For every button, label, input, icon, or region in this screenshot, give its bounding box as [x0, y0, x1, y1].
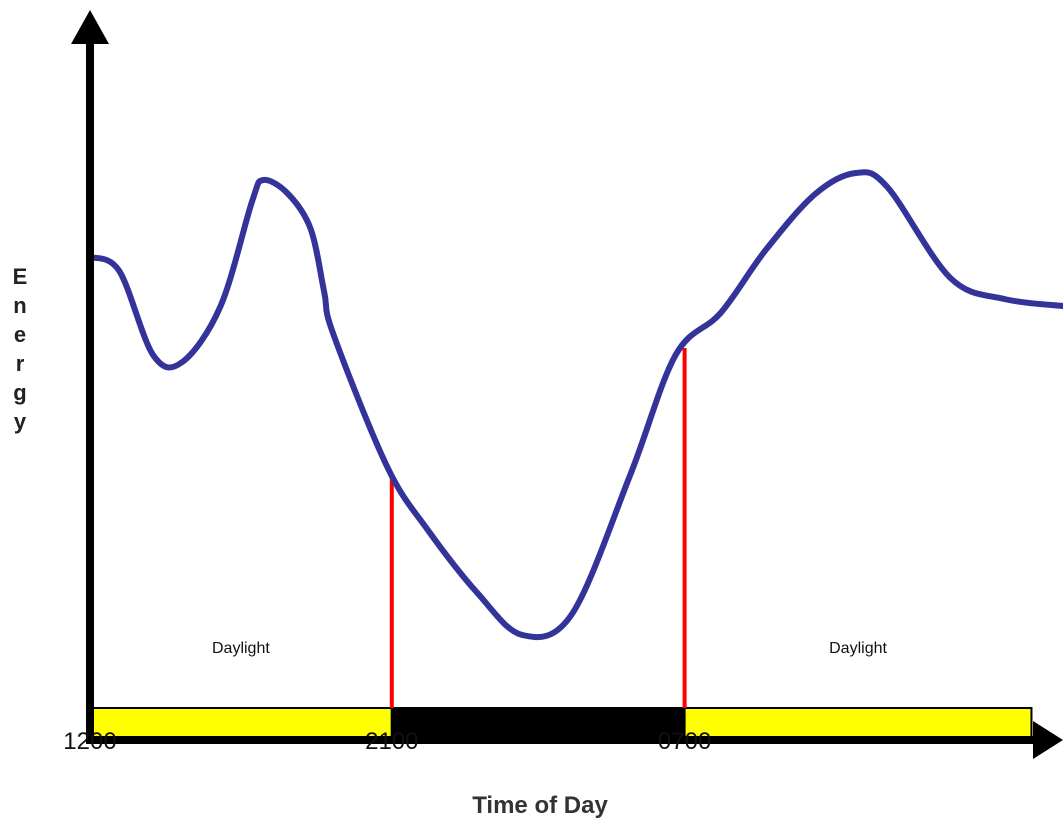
y-axis-label-letter: g	[13, 380, 27, 405]
y-axis-label-letter: r	[15, 351, 25, 376]
energy-series	[87, 169, 1063, 641]
x-axis-label: Time of Day	[472, 792, 608, 819]
x-axis-arrow	[1033, 721, 1063, 759]
band-label-daylight-1: Daylight	[211, 640, 270, 657]
band-label-daylight-2: Daylight	[829, 640, 887, 657]
time-bands	[89, 707, 1033, 739]
y-axis-arrow	[71, 10, 109, 44]
time-markers	[389, 348, 687, 708]
x-tick-label: 0700	[657, 728, 712, 755]
x-tick-label: 2100	[365, 728, 419, 755]
y-axis-label-letter: n	[13, 293, 27, 318]
axes	[71, 10, 1063, 759]
x-tick-label: 1200	[63, 728, 117, 755]
energy-line	[87, 169, 1063, 641]
y-axis-label-letter: E	[12, 264, 28, 289]
y-axis-label-letter: y	[13, 409, 27, 434]
y-axis-label-letter: e	[13, 322, 27, 347]
daylight-band	[683, 707, 1033, 739]
